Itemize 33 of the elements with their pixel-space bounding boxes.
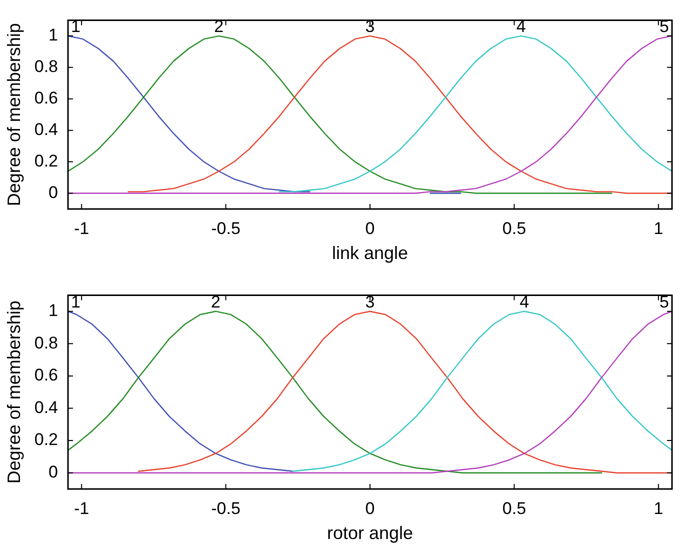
y-tick-label: 1 bbox=[48, 301, 58, 320]
series-label: 4 bbox=[516, 17, 526, 36]
x-tick-label: 0 bbox=[365, 498, 375, 518]
y-tick-label: 0.2 bbox=[34, 151, 58, 170]
series-label: 1 bbox=[71, 292, 80, 312]
x-tick-label: 1 bbox=[654, 218, 664, 238]
y-tick-label: 0.8 bbox=[34, 57, 58, 76]
y-tick-label: 0.4 bbox=[34, 398, 58, 417]
y-axis-title: Degree of membership bbox=[4, 23, 24, 206]
x-tick-label: 0 bbox=[365, 218, 375, 238]
x-tick-label: -0.5 bbox=[211, 498, 240, 518]
y-tick-label: 1 bbox=[48, 26, 58, 45]
x-axis-title: link angle bbox=[332, 243, 408, 264]
x-tick-label: 0.5 bbox=[502, 498, 526, 518]
x-axis-title: rotor angle bbox=[326, 523, 414, 544]
y-tick-label: 0.4 bbox=[34, 120, 58, 140]
y-tick-label: 0 bbox=[48, 182, 58, 202]
x-tick-label: -1 bbox=[74, 218, 90, 238]
y-tick-label: 0.6 bbox=[34, 88, 58, 108]
y-axis-title: Degree of membership bbox=[4, 300, 24, 484]
y-tick-label: 0.6 bbox=[34, 366, 58, 385]
y-tick-label: 0 bbox=[48, 462, 58, 482]
x-tick-label: -0.5 bbox=[211, 218, 240, 238]
x-tick-label: 1 bbox=[654, 498, 664, 518]
series-label: 5 bbox=[660, 292, 669, 312]
y-tick-label: 0.8 bbox=[34, 333, 58, 352]
y-tick-label: 0.2 bbox=[34, 430, 58, 450]
series-label: 1 bbox=[71, 17, 80, 36]
x-tick-label: -1 bbox=[74, 498, 90, 518]
series-label: 4 bbox=[520, 292, 530, 312]
series-label: 2 bbox=[210, 292, 220, 312]
x-tick-label: 0.5 bbox=[502, 218, 526, 238]
series-label: 3 bbox=[365, 292, 375, 312]
